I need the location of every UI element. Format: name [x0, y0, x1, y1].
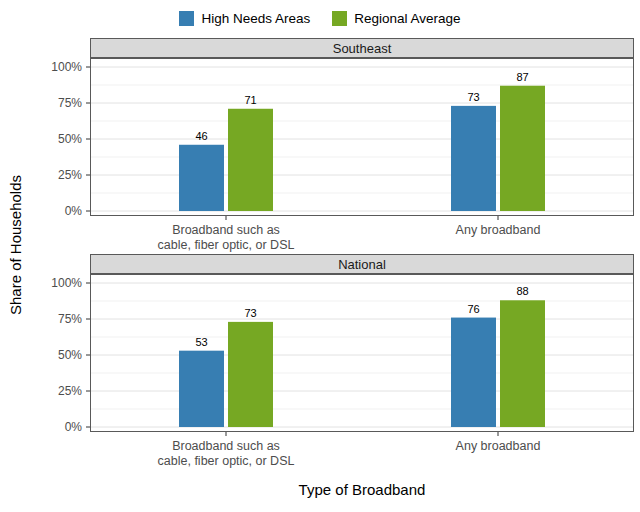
bar-high-needs-areas	[179, 351, 224, 427]
facet-panel-national: 53 73 Broadband such ascable, fiber optic,…	[0, 254, 640, 470]
facet-strip-label: National	[338, 257, 386, 272]
bar-value-label: 76	[467, 303, 479, 315]
bar-value-label: 73	[244, 307, 256, 319]
legend-swatch-high-needs-areas	[179, 11, 194, 26]
y-tick-label: 50%	[58, 348, 82, 362]
y-tick-label: 0%	[65, 204, 83, 218]
legend-label-high-needs-areas: High Needs Areas	[201, 11, 310, 26]
legend-item-regional-average: Regional Average	[332, 11, 460, 26]
facet-panel-southeast: 46 71 Broadband such ascable, fiber optic,…	[0, 38, 640, 254]
y-tick-label: 25%	[58, 168, 82, 182]
x-category-label: cable, fiber optic, or DSL	[158, 454, 295, 468]
bar-regional-average	[500, 300, 545, 427]
x-category-label: Any broadband	[456, 439, 541, 453]
bar-value-label: 73	[467, 91, 479, 103]
y-tick-label: 50%	[58, 132, 82, 146]
x-category-label: cable, fiber optic, or DSL	[158, 238, 295, 252]
facet-strip-label: Southeast	[333, 41, 392, 56]
bar-value-label: 46	[195, 130, 207, 142]
x-category-label: Broadband such as	[172, 439, 280, 453]
bar-value-label: 87	[516, 71, 528, 83]
y-tick-label: 100%	[51, 60, 82, 74]
y-tick-label: 25%	[58, 384, 82, 398]
x-category-label: Any broadband	[456, 223, 541, 237]
legend-swatch-regional-average	[332, 11, 347, 26]
x-category-label: Broadband such as	[172, 223, 280, 237]
bar-value-label: 88	[516, 285, 528, 297]
bar-high-needs-areas	[451, 106, 496, 211]
bar-regional-average	[500, 86, 545, 211]
bar-regional-average	[228, 109, 273, 211]
y-tick-label: 75%	[58, 312, 82, 326]
bar-value-label: 71	[244, 94, 256, 106]
x-axis-title: Type of Broadband	[90, 481, 634, 498]
broadband-bar-chart: High Needs Areas Regional Average Share …	[0, 0, 640, 512]
y-tick-label: 75%	[58, 96, 82, 110]
y-tick-label: 100%	[51, 276, 82, 290]
panel-border	[91, 275, 634, 432]
bar-regional-average	[228, 322, 273, 427]
panel-border	[91, 59, 634, 216]
legend: High Needs Areas Regional Average	[0, 7, 640, 29]
y-tick-label: 0%	[65, 420, 83, 434]
bar-high-needs-areas	[179, 145, 224, 211]
legend-label-regional-average: Regional Average	[354, 11, 460, 26]
bar-value-label: 53	[195, 336, 207, 348]
legend-item-high-needs-areas: High Needs Areas	[179, 11, 310, 26]
bar-high-needs-areas	[451, 318, 496, 427]
